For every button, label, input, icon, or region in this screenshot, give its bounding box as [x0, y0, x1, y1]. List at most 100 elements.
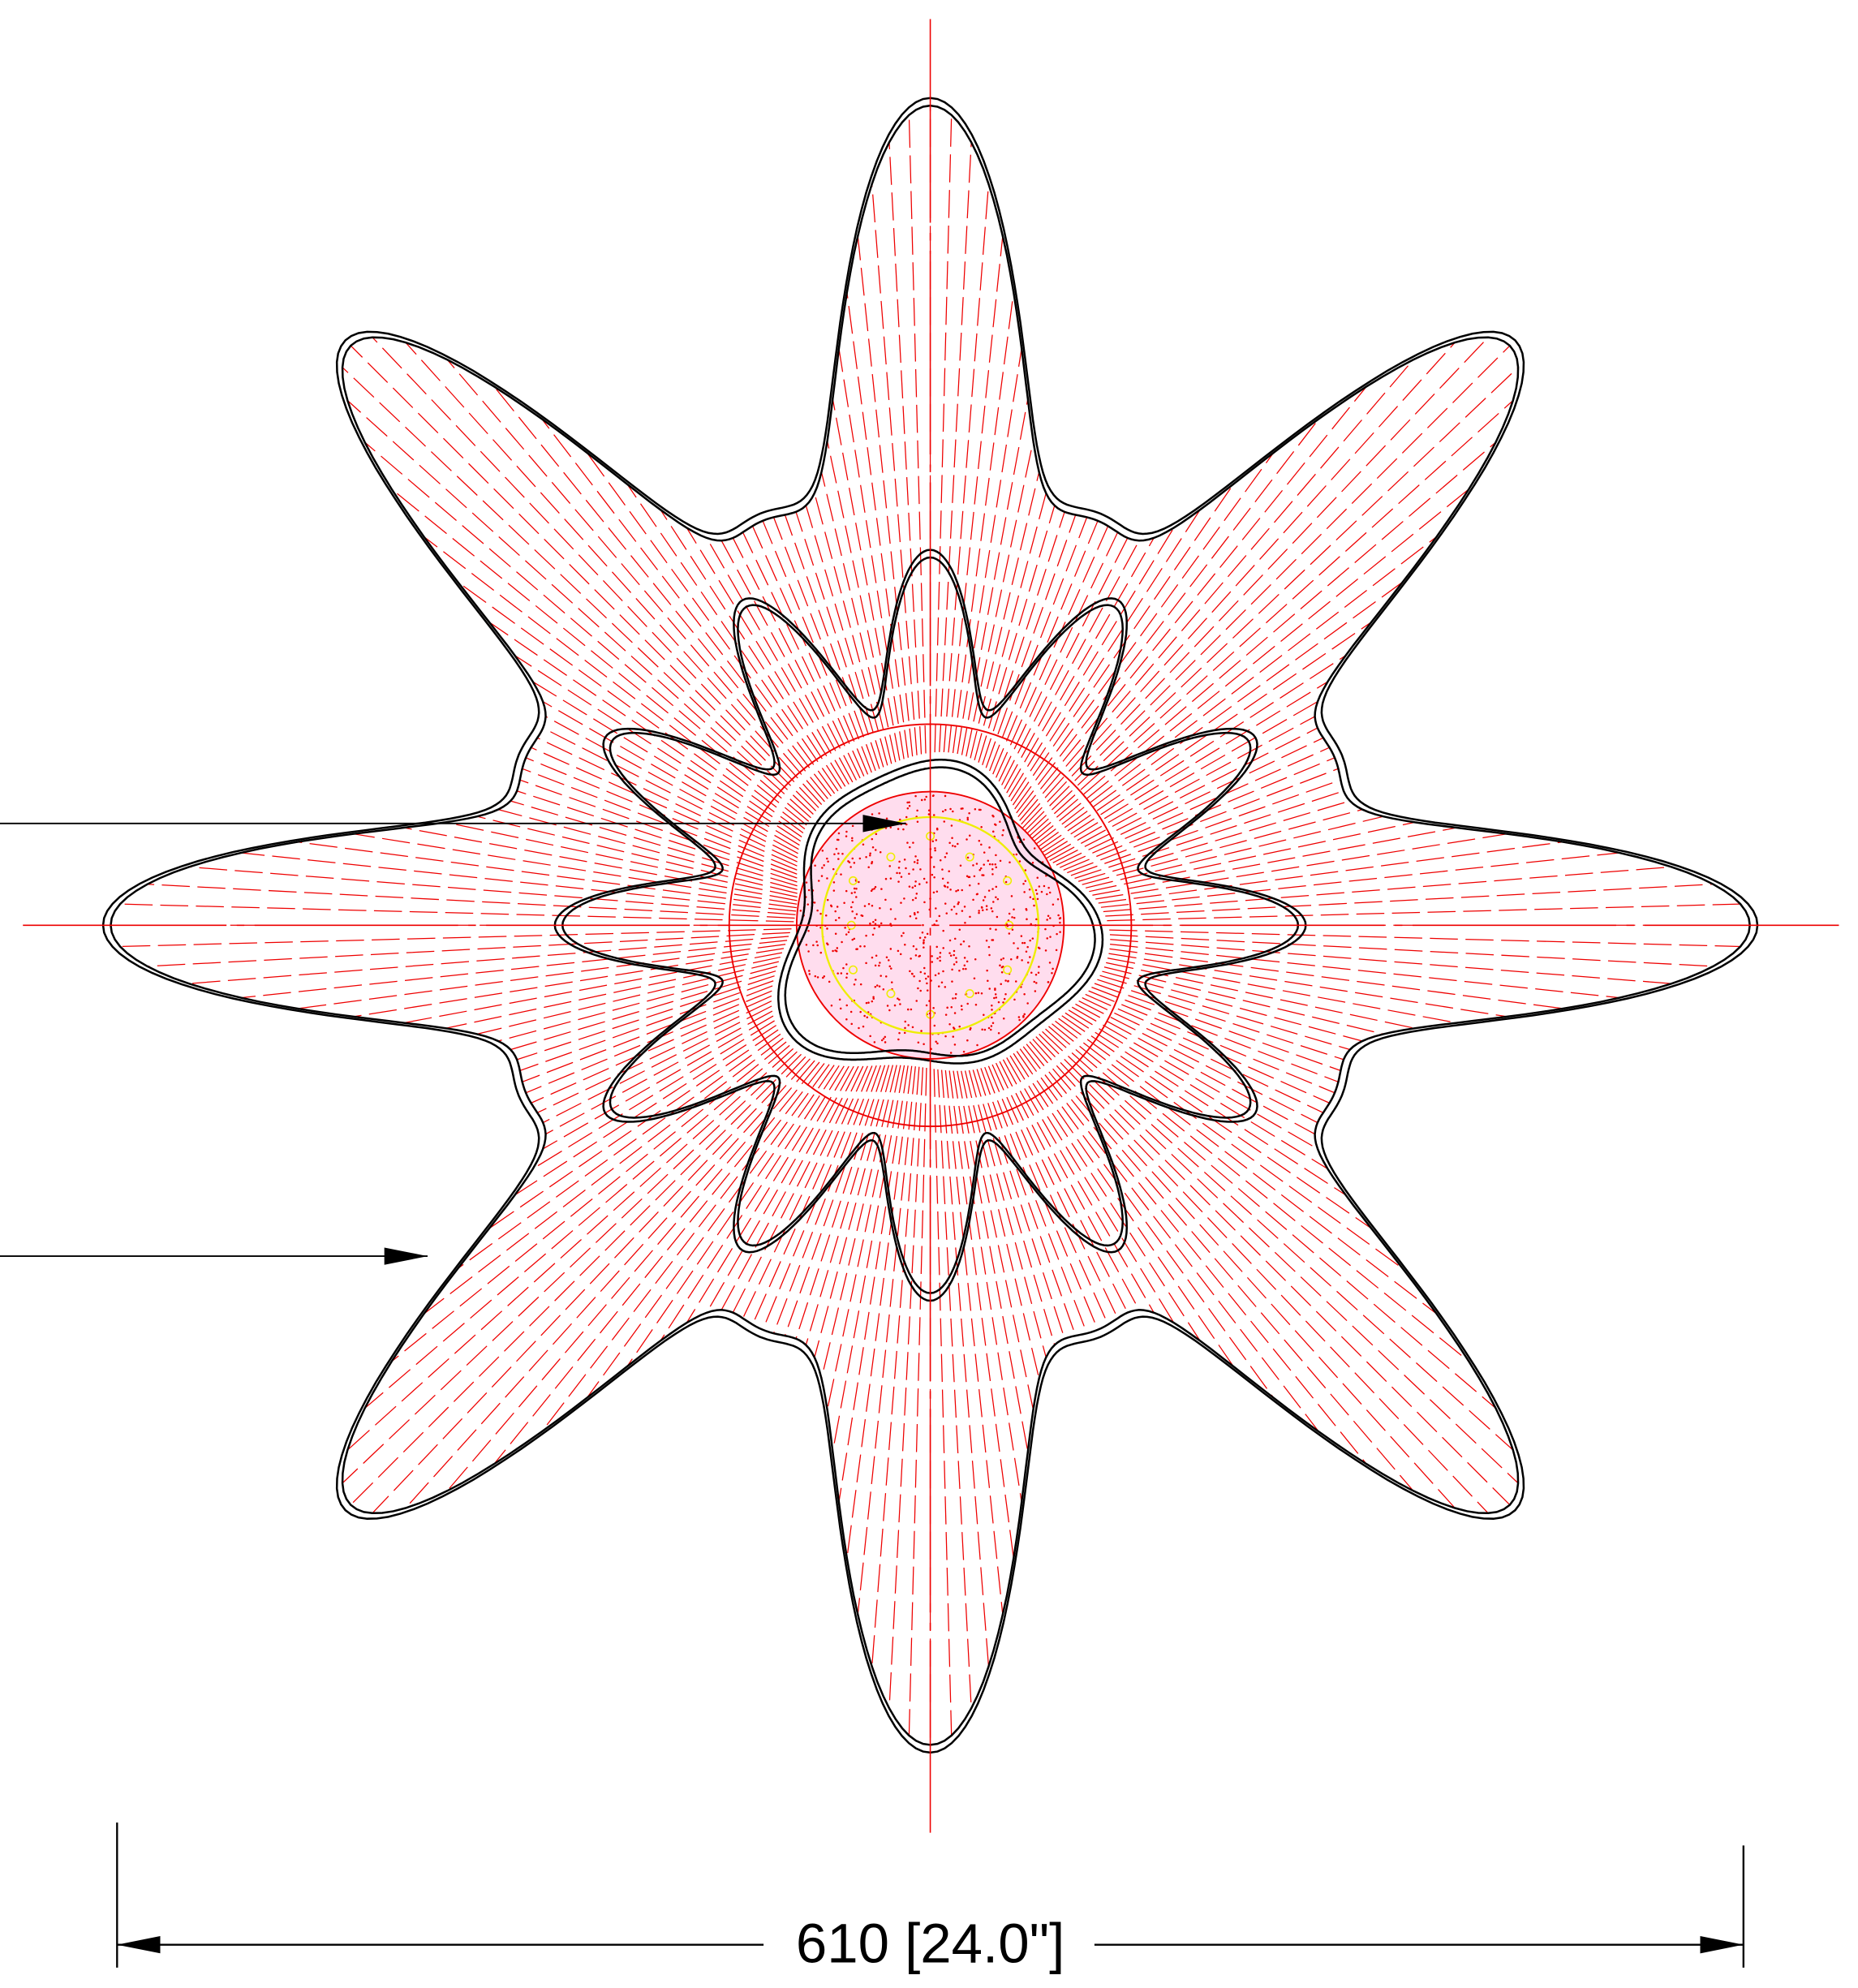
- core-dot: [935, 839, 938, 841]
- core-dot: [989, 927, 991, 930]
- core-dot: [926, 881, 928, 884]
- core-dot: [972, 899, 974, 901]
- core-dot: [881, 1039, 884, 1042]
- core-dot: [914, 885, 917, 888]
- hatch-line: [858, 1066, 915, 1615]
- hatch-line: [981, 1068, 1076, 1336]
- core-dot: [935, 946, 938, 949]
- core-dot: [880, 975, 882, 977]
- core-dot: [809, 973, 811, 975]
- core-dot: [1021, 959, 1023, 962]
- core-dot: [918, 980, 921, 983]
- core-dot: [942, 811, 944, 813]
- core-dot: [850, 1011, 853, 1013]
- core-dot: [951, 824, 953, 827]
- hatch-line: [365, 1045, 789, 1408]
- core-dot: [1046, 919, 1048, 921]
- core-dot: [851, 837, 854, 840]
- core-dot: [941, 868, 944, 871]
- core-dot: [923, 967, 926, 970]
- hatch-line: [889, 142, 922, 754]
- core-dot: [1046, 893, 1048, 896]
- core-dot: [988, 889, 991, 892]
- core-dot: [915, 917, 918, 919]
- core-dot: [854, 979, 857, 981]
- core-dot: [833, 889, 836, 892]
- core-dot: [904, 1027, 906, 1030]
- core-dot: [872, 921, 875, 923]
- hatch-line: [1020, 359, 1413, 820]
- core-dot: [951, 909, 953, 911]
- core-dot: [925, 796, 927, 798]
- core-dot: [939, 960, 941, 962]
- core-dot: [838, 917, 841, 919]
- core-dot: [843, 902, 845, 905]
- core-dot: [954, 938, 957, 940]
- hatch-line: [510, 801, 797, 886]
- core-dot: [905, 816, 908, 819]
- core-dot: [1013, 999, 1016, 1001]
- core-dot: [975, 992, 978, 995]
- core-dot: [837, 947, 839, 949]
- core-dot: [1033, 981, 1035, 983]
- core-dot: [851, 840, 854, 842]
- core-dot: [950, 955, 953, 957]
- hatch-line: [996, 1063, 1118, 1318]
- core-dot: [1034, 847, 1036, 850]
- hatch-line: [1078, 801, 1350, 881]
- core-dot: [821, 875, 824, 877]
- core-dot: [956, 913, 958, 915]
- core-dot: [1032, 937, 1034, 940]
- core-dot: [845, 976, 848, 979]
- core-dot: [912, 868, 914, 871]
- core-dot: [1022, 1016, 1025, 1018]
- core-dot: [1036, 876, 1039, 879]
- core-dot: [1013, 917, 1016, 919]
- core-dot: [1043, 885, 1046, 888]
- core-dot: [1024, 942, 1026, 945]
- core-dot: [1044, 928, 1047, 931]
- core-dot: [957, 889, 960, 892]
- hatch-line: [945, 1070, 1003, 1615]
- core-dot: [913, 975, 915, 978]
- core-dot: [983, 899, 985, 901]
- core-dot: [923, 1043, 925, 1046]
- core-dot: [871, 838, 874, 841]
- core-dot: [992, 831, 995, 833]
- core-dot: [948, 1023, 951, 1026]
- core-dot: [872, 934, 875, 936]
- core-dot: [995, 897, 997, 899]
- hatch-line: [909, 1068, 927, 1736]
- core-dot: [936, 1043, 939, 1045]
- hatch-line: [752, 526, 863, 776]
- core-dot: [976, 893, 978, 895]
- core-dot: [936, 828, 939, 831]
- core-dot: [836, 848, 838, 850]
- hatch-line: [721, 1066, 854, 1310]
- core-dot: [915, 1000, 918, 1002]
- core-dot: [962, 968, 965, 970]
- hatch-line: [1015, 453, 1274, 809]
- core-dot: [993, 997, 996, 1000]
- hatch-line: [944, 184, 988, 752]
- core-dot: [998, 1001, 1000, 1004]
- core-dot: [855, 948, 858, 950]
- core-dot: [1007, 980, 1009, 983]
- core-dot: [835, 919, 837, 922]
- core-dot: [944, 902, 947, 905]
- core-dot: [854, 862, 856, 864]
- core-dot: [872, 996, 875, 998]
- core-dot: [991, 939, 993, 941]
- hatch-line: [1104, 967, 1383, 1035]
- core-dot: [936, 957, 939, 960]
- core-dot: [969, 884, 971, 887]
- core-dot: [926, 983, 928, 985]
- core-dot: [827, 899, 829, 901]
- core-dot: [963, 940, 966, 943]
- core-dot: [953, 1028, 956, 1031]
- core-dot: [883, 1038, 885, 1040]
- hatch-line: [806, 506, 883, 767]
- core-dot: [923, 901, 926, 904]
- core-dot: [999, 821, 1001, 824]
- core-dot: [919, 936, 922, 939]
